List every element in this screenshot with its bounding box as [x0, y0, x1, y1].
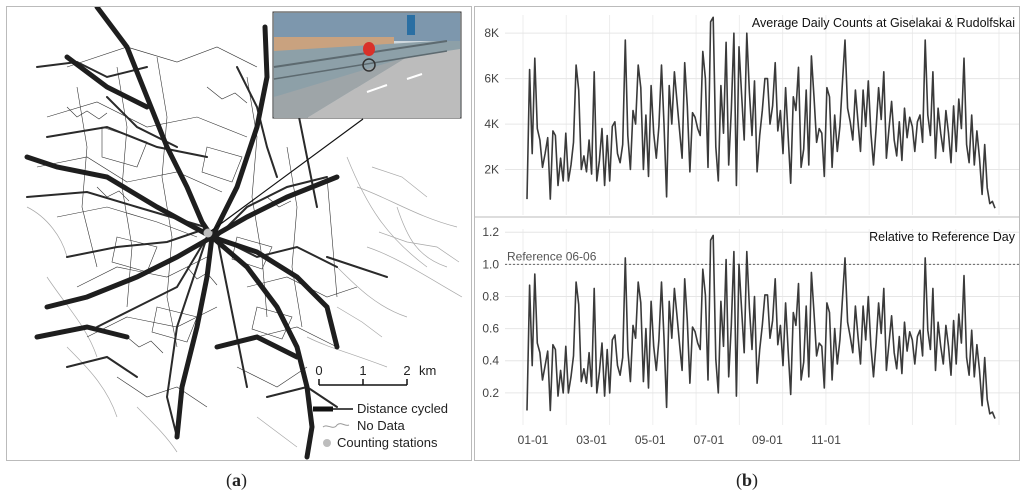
photo-inset	[272, 11, 462, 119]
legend-no-data: No Data	[357, 418, 405, 433]
x-tick-4: 09-01	[752, 433, 783, 447]
counting-station-marker	[203, 228, 213, 238]
legend-distance-cycled: Distance cycled	[357, 401, 448, 416]
y-tick-top-0: 2K	[484, 163, 499, 177]
y-tick-top-3: 8K	[484, 26, 499, 40]
legend-counting-stations: Counting stations	[337, 435, 438, 450]
y-tick-bot-3: 0.8	[482, 289, 499, 303]
y-tick-top-2: 6K	[484, 72, 499, 86]
scale-unit: km	[419, 363, 436, 378]
x-tick-3: 07-01	[693, 433, 724, 447]
time-series-charts: 2K 4K 6K 8K Average Daily Counts at Giselak…	[475, 15, 1019, 447]
reference-label: Reference 06-06	[507, 249, 597, 263]
series-line-relative	[526, 234, 996, 419]
scale-label-1: 1	[359, 363, 366, 378]
chart-bottom: 0.2 0.4 0.6 0.8 1.0 1.2 Reference 06-06 Relat…	[482, 225, 1019, 425]
chart-top: 2K 4K 6K 8K Average Daily Counts at Giselak…	[484, 15, 1019, 215]
y-tick-bot-1: 0.4	[482, 354, 499, 368]
y-tick-bot-0: 0.2	[482, 386, 499, 400]
map-panel: 0 1 2 km Distance cycled No Data Countin…	[6, 4, 472, 461]
x-tick-0: 01-01	[518, 433, 549, 447]
chart-title-daily-counts: Average Daily Counts at Giselakai & Rudo…	[752, 16, 1015, 30]
scale-bar: 0 1 2 km	[315, 363, 436, 386]
x-tick-1: 03-01	[576, 433, 607, 447]
series-line-daily-counts	[526, 16, 996, 209]
caption-b: (b)	[736, 470, 759, 490]
callout-line	[210, 118, 364, 232]
cycled-network-thin	[36, 46, 358, 408]
cyclist-icon	[363, 42, 375, 56]
y-tick-bot-5: 1.2	[482, 225, 499, 239]
map-legend: Distance cycled No Data Counting station…	[313, 401, 448, 450]
scale-label-2: 2	[403, 363, 410, 378]
cycled-network-thick	[24, 4, 340, 460]
caption-a: (a)	[226, 470, 247, 490]
y-tick-bot-4: 1.0	[482, 257, 499, 271]
city-map: 0 1 2 km Distance cycled No Data Countin…	[24, 4, 463, 460]
x-tick-2: 05-01	[635, 433, 666, 447]
chart-panel: 2K 4K 6K 8K Average Daily Counts at Giselak…	[474, 6, 1020, 461]
y-tick-bot-2: 0.6	[482, 322, 499, 336]
scale-label-0: 0	[315, 363, 322, 378]
chart-title-relative: Relative to Reference Day	[869, 230, 1016, 244]
y-tick-top-1: 4K	[484, 117, 499, 131]
no-data-network	[26, 156, 463, 453]
x-tick-5: 11-01	[811, 433, 841, 447]
